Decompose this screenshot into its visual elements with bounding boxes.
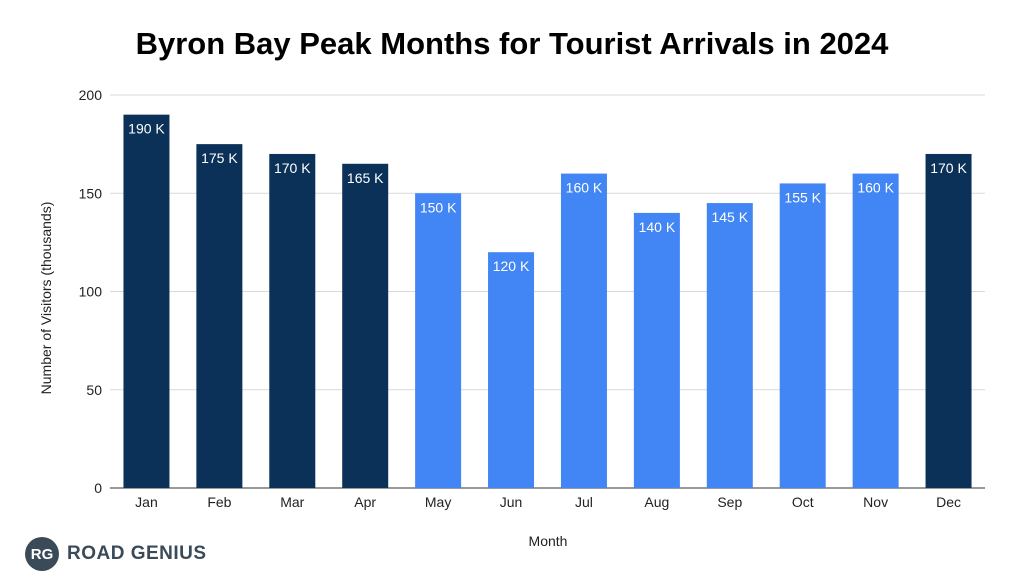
bar-oct: [779, 183, 826, 489]
x-tick-label: Nov: [863, 494, 888, 510]
bar-dec: [925, 153, 972, 488]
x-tick-label: Dec: [936, 494, 961, 510]
y-tick-label: 50: [86, 382, 102, 398]
chart-title: Byron Bay Peak Months for Tourist Arriva…: [135, 26, 889, 61]
x-tick-label: Mar: [280, 494, 304, 510]
data-label: 120 K: [493, 258, 530, 274]
data-label: 160 K: [857, 180, 894, 196]
y-tick-label: 150: [79, 185, 103, 201]
x-tick-label: Aug: [644, 494, 669, 510]
y-tick-label: 200: [79, 87, 103, 103]
x-axis-title: Month: [529, 533, 568, 549]
bar-mar: [269, 153, 316, 488]
bar-nov: [852, 173, 899, 488]
y-tick-label: 0: [94, 480, 102, 496]
bar-apr: [342, 163, 389, 488]
y-tick-label: 100: [79, 284, 103, 300]
bar-aug: [633, 212, 680, 488]
logo-badge: RG: [25, 537, 59, 571]
x-tick-label: Jun: [500, 494, 523, 510]
x-tick-label: May: [425, 494, 451, 510]
data-label: 175 K: [201, 150, 238, 166]
data-label: 170 K: [930, 160, 967, 176]
gridlines: [110, 94, 985, 489]
y-axis-ticks: 0 50 100 150 200: [79, 87, 103, 496]
data-label: 160 K: [566, 180, 603, 196]
road-genius-logo: RG ROAD GENIUS: [25, 536, 207, 572]
bar-jul: [560, 173, 607, 488]
data-label: 155 K: [784, 189, 821, 205]
data-label: 145 K: [711, 209, 748, 225]
data-labels: 190 K 175 K 170 K 165 K 150 K 120 K 160 K 140 K…: [128, 121, 967, 275]
data-label: 150 K: [420, 199, 457, 215]
x-tick-label: Apr: [354, 494, 376, 510]
y-axis-title: Number of Visitors (thousands): [38, 202, 54, 395]
data-label: 140 K: [639, 219, 676, 235]
bar-feb: [196, 144, 243, 488]
data-label: 165 K: [347, 170, 384, 186]
bar-jun: [488, 252, 535, 488]
x-tick-label: Feb: [207, 494, 231, 510]
bars: [123, 114, 972, 489]
x-tick-label: Oct: [792, 494, 814, 510]
logo-text: ROAD GENIUS: [67, 543, 207, 564]
data-label: 170 K: [274, 160, 311, 176]
x-tick-label: Jul: [575, 494, 593, 510]
bar-jan: [123, 114, 170, 489]
x-tick-label: Sep: [717, 494, 742, 510]
data-label: 190 K: [128, 121, 165, 137]
bar-sep: [706, 203, 753, 488]
x-axis-ticks: Jan Feb Mar Apr May Jun Jul Aug Sep Oct Nov Dec: [135, 494, 961, 510]
bar-may: [415, 193, 462, 488]
x-tick-label: Jan: [135, 494, 158, 510]
